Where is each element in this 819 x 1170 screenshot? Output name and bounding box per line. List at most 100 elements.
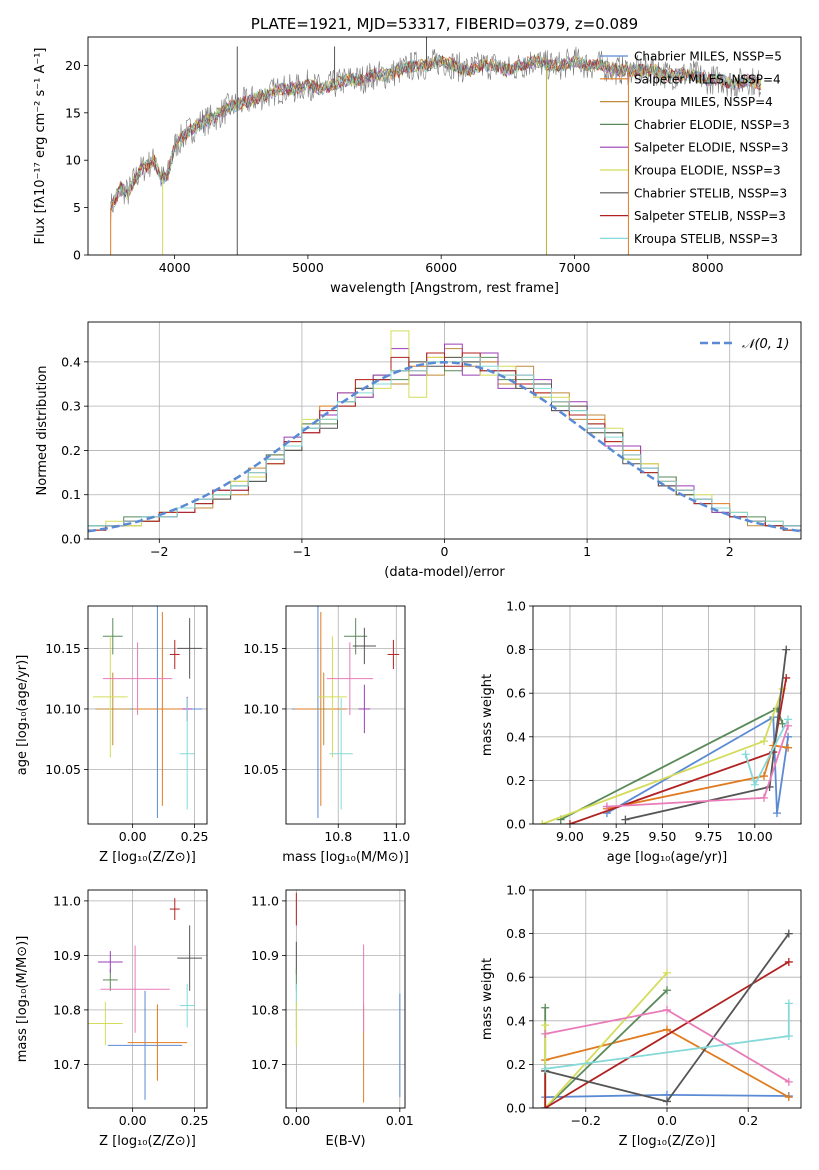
weight-vs-age-series-marker [538,820,547,824]
weight-vs-age-series-marker [784,743,793,752]
weight-vs-age-series-marker [602,802,611,811]
weight-vs-age-ytick-label: 0.8 [506,642,526,657]
spectrum-ytick-label: 20 [65,58,81,73]
weight-vs-z-series-marker [663,1025,671,1034]
mass-vs-ebv-frame [285,889,406,1109]
age-vs-mass-xtick-label: 10.8 [324,829,352,844]
spectrum-title: PLATE=1921, MJD=53317, FIBERID=0379, z=0… [251,15,638,33]
mass-vs-ebv-ytick-label: 10.7 [251,1057,279,1072]
age-vs-z-xtick-label: 0.00 [119,829,147,844]
residuals-plot-area [88,330,801,539]
weight-vs-z-panel: −0.2 0.0 0.2 0.0 0.2 0.4 0.6 0.8 1.0 Z [log₁₀(Z/Z… [480,883,802,1149]
weight-vs-age-series-marker [784,721,793,730]
weight-vs-age-ytick-label: 0.4 [506,729,526,744]
weight-vs-age-plot-area [538,645,793,824]
weight-vs-age-series-marker [760,793,769,802]
weight-vs-age-xtick-label: 9.00 [556,829,584,844]
weight-vs-z-series-line [544,961,790,1108]
weight-vs-z-series-marker [663,968,671,977]
weight-vs-z-ytick-label: 1.0 [506,883,526,898]
weight-vs-z-xlabel: Z [log₁₀(Z/Z⊙)] [619,1134,716,1149]
spectrum-ylabel: Flux [fλ10⁻¹⁷ erg cm⁻² s⁻¹ A⁻¹] [33,48,48,245]
age-vs-z-frame [87,605,208,825]
age-vs-mass-ytick-label: 10.05 [243,762,279,777]
residuals-xtick-label: −1 [293,544,311,559]
weight-vs-age-series-marker [772,809,781,818]
residuals-ytick-label: 0.3 [61,399,81,414]
age-vs-mass-ytick-label: 10.15 [243,641,279,656]
age-vs-z-ylabel: age [log₁₀(age/yr)] [15,655,30,776]
weight-vs-age-xlabel: age [log₁₀(age/yr)] [607,850,728,865]
weight-vs-z-series-line [544,972,668,1108]
age-vs-z-xtick-label: 0.25 [181,829,209,844]
mass-vs-z-panel: 0.00 0.25 10.7 10.8 10.9 11.0 Z [log₁₀(Z/Z⊙)] m… [15,889,209,1149]
weight-vs-z-series-marker [784,1077,793,1086]
residuals-ylabel: Normed distribution [35,366,50,496]
weight-vs-z-series-marker [541,1029,550,1038]
weight-vs-z-series-marker [784,929,793,938]
mass-vs-ebv-xtick-label: 0.01 [386,1113,414,1128]
weight-vs-age-ytick-label: 0.6 [506,686,526,701]
age-vs-mass-xtick-label: 11.0 [382,829,410,844]
weight-vs-z-series-marker [784,1032,793,1041]
spectrum-panel: 4000 5000 6000 7000 8000 0 5 10 15 20 wavelength [… [33,15,802,296]
spectrum-frame [87,36,802,256]
mass-vs-z-ytick-label: 10.8 [53,1002,81,1017]
weight-vs-age-series-line [606,744,789,810]
residuals-ytick-label: 0.2 [61,443,81,458]
weight-vs-age-xtick-label: 9.25 [602,829,630,844]
weight-vs-age-series-marker [760,772,769,781]
weight-vs-age-series-marker [782,645,791,654]
mass-vs-z-ytick-label: 10.7 [53,1057,81,1072]
residuals-xtick-label: 1 [583,544,591,559]
age-vs-z-xlabel: Z [log₁₀(Z/Z⊙)] [99,850,196,865]
age-vs-mass-panel: 10.8 11.0 10.05 10.10 10.15 mass [log₁₀(M/M⊙)… [243,605,410,865]
age-vs-z-ytick-label: 10.05 [45,762,81,777]
age-vs-z-ytick-label: 10.15 [45,641,81,656]
spectrum-legend-label: Kroupa ELODIE, NSSP=3 [634,164,781,178]
weight-vs-z-xtick-label: 0.0 [657,1113,677,1128]
weight-vs-age-ytick-label: 1.0 [506,599,526,614]
spectrum-legend-label: Chabrier MILES, NSSP=5 [634,50,782,64]
mass-vs-ebv-xlabel: E(B-V) [325,1134,365,1149]
spectrum-legend-label: Chabrier STELIB, NSSP=3 [634,186,787,200]
weight-vs-z-xtick-label: 0.2 [738,1113,758,1128]
mass-vs-z-ytick-label: 11.0 [53,893,81,908]
mass-vs-ebv-ytick-label: 10.9 [251,948,279,963]
weight-vs-z-series-marker [784,999,793,1008]
weight-vs-z-ytick-label: 0.2 [506,1057,526,1072]
mass-vs-z-plot-area [88,898,203,1100]
spectrum-legend-label: Kroupa STELIB, NSSP=3 [634,232,778,246]
weight-vs-z-plot-area [541,929,793,1108]
weight-vs-age-series-marker [621,815,630,824]
spectrum-ytick-label: 15 [65,105,81,120]
mass-vs-z-frame [87,889,208,1109]
residuals-xtick-label: −2 [150,544,168,559]
weight-vs-z-series-marker [663,986,671,995]
weight-vs-z-series-line [544,989,668,1108]
age-vs-mass-plot-area [291,606,400,818]
weight-vs-z-ylabel: mass weight [480,958,495,1040]
weight-vs-z-series-marker [663,1005,671,1014]
residuals-ytick-label: 0.0 [61,532,81,547]
gaussian-curve [88,361,801,533]
spectrum-legend-label: Salpeter STELIB, NSSP=3 [634,209,786,223]
weight-vs-z-ytick-label: 0.8 [506,926,526,941]
weight-vs-age-xtick-label: 9.75 [695,829,723,844]
weight-vs-age-xtick-label: 9.50 [648,829,676,844]
spectrum-ytick-label: 5 [73,200,81,215]
weight-vs-z-ytick-label: 0.0 [506,1101,526,1116]
weight-vs-z-ytick-label: 0.4 [506,1013,526,1028]
spectrum-xtick-label: 7000 [559,260,591,275]
weight-vs-age-series-marker [750,780,759,789]
weight-vs-z-series-marker [541,1064,550,1073]
residuals-xtick-label: 0 [441,544,449,559]
spectrum-ytick-label: 0 [73,248,81,263]
weight-vs-age-series-line [625,649,788,821]
spectrum-xtick-label: 6000 [425,260,457,275]
residuals-frame [87,321,802,540]
weight-vs-z-ytick-label: 0.6 [506,970,526,985]
mass-vs-ebv-ytick-label: 10.8 [251,1002,279,1017]
mass-vs-ebv-xtick-label: 0.00 [282,1113,310,1128]
